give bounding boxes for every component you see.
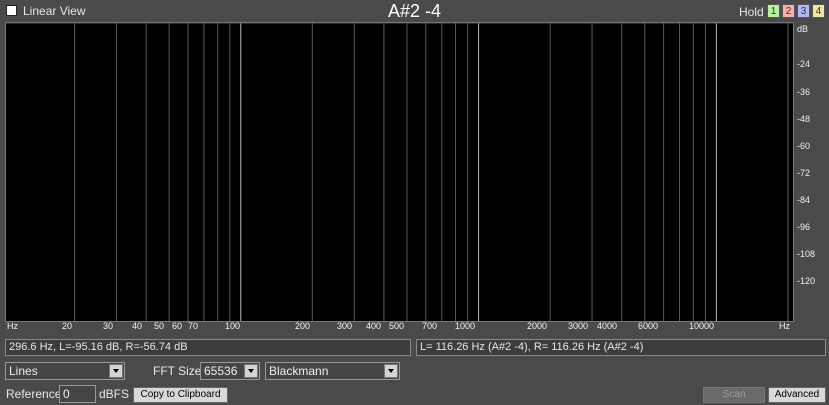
- y-tick-label: -108: [797, 249, 816, 259]
- x-unit-label-right: Hz: [779, 321, 790, 331]
- fft-size-label: FFT Size: [153, 364, 202, 378]
- y-tick-label: -84: [797, 195, 811, 205]
- y-tick-label: -120: [797, 276, 816, 286]
- x-tick-label: 2000: [527, 321, 548, 331]
- linear-view-checkbox[interactable]: [6, 5, 17, 16]
- fft-size-select[interactable]: 65536: [200, 362, 260, 380]
- x-tick-label: 1000: [455, 321, 476, 331]
- x-tick-label: 60: [172, 321, 183, 331]
- display-mode-select[interactable]: Lines: [5, 362, 125, 380]
- linear-view-label[interactable]: Linear View: [23, 4, 86, 18]
- x-tick-label: 10000: [689, 321, 715, 331]
- y-tick-label: -24: [797, 59, 811, 69]
- x-tick-label: 40: [132, 321, 143, 331]
- x-tick-label: 100: [225, 321, 241, 331]
- scan-button[interactable]: Scan: [703, 387, 765, 403]
- top-bar: Linear View A#2 -4 Hold 1 2 3 4: [0, 0, 829, 22]
- y-tick-label: -36: [797, 87, 811, 97]
- note-title: A#2 -4: [387, 1, 442, 21]
- advanced-button[interactable]: Advanced: [768, 387, 826, 403]
- hold-button-1[interactable]: 1: [767, 4, 780, 18]
- chevron-down-icon[interactable]: [109, 364, 123, 378]
- x-tick-label: 20: [62, 321, 73, 331]
- y-tick-label: -96: [797, 222, 811, 232]
- x-tick-label: 200: [295, 321, 311, 331]
- hold-label: Hold: [739, 5, 764, 19]
- cursor-readout: 296.6 Hz, L=-95.16 dB, R=-56.74 dB: [5, 339, 411, 356]
- x-tick-label: 6000: [638, 321, 659, 331]
- y-unit-label: dB: [797, 24, 809, 34]
- x-unit-label-left: Hz: [7, 321, 18, 331]
- y-tick-label: -48: [797, 114, 811, 124]
- copy-to-clipboard-button[interactable]: Copy to Clipboard: [133, 387, 228, 403]
- x-tick-label: 400: [366, 321, 382, 331]
- x-tick-label: 500: [389, 321, 405, 331]
- reference-label: Reference: [6, 387, 62, 401]
- window-value: Blackmann: [269, 364, 329, 378]
- window-select[interactable]: Blackmann: [265, 362, 400, 380]
- hold-button-3[interactable]: 3: [797, 4, 810, 18]
- reference-value: 0: [63, 387, 70, 401]
- x-tick-label: 30: [103, 321, 114, 331]
- peak-readout: L= 116.26 Hz (A#2 -4), R= 116.26 Hz (A#2…: [416, 339, 826, 356]
- x-tick-label: 4000: [597, 321, 618, 331]
- spectrum-plot[interactable]: [6, 23, 793, 321]
- plot-grid: [74, 23, 789, 321]
- fft-size-value: 65536: [204, 364, 238, 378]
- chevron-down-icon[interactable]: [244, 364, 258, 378]
- hold-button-4[interactable]: 4: [812, 4, 825, 18]
- x-tick-label: 700: [422, 321, 438, 331]
- spectrum-plot-frame[interactable]: [5, 22, 794, 322]
- x-tick-label: 300: [337, 321, 353, 331]
- y-tick-label: -60: [797, 141, 811, 151]
- reference-input[interactable]: 0: [59, 385, 96, 403]
- reference-unit: dBFS: [99, 387, 130, 401]
- x-tick-label: 70: [188, 321, 199, 331]
- chevron-down-icon[interactable]: [384, 364, 398, 378]
- hold-button-2[interactable]: 2: [782, 4, 795, 18]
- y-tick-label: -72: [797, 168, 811, 178]
- display-mode-value: Lines: [9, 364, 38, 378]
- x-tick-label: 50: [154, 321, 165, 331]
- x-tick-label: 3000: [568, 321, 589, 331]
